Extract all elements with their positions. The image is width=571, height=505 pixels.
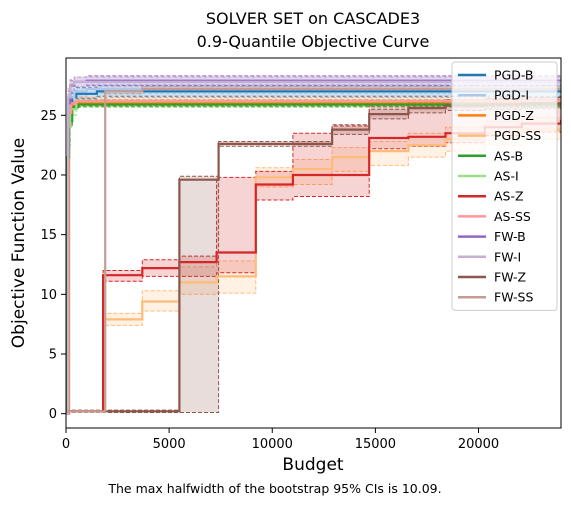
y-tick-label: 5 [49, 348, 57, 363]
y-axis: 0 5 10 15 20 25 [40, 109, 66, 422]
legend-label-pgd-b: PGD-B [494, 68, 534, 83]
footnote: The max halfwidth of the bootstrap 95% C… [107, 481, 441, 496]
legend-box [451, 61, 558, 311]
legend-label-fw-ss: FW-SS [494, 290, 533, 305]
y-tick-label: 20 [40, 168, 57, 183]
legend: PGD-B PGD-I PGD-Z PGD-SS AS-B AS-I AS-Z AS-SS FW… [451, 61, 558, 311]
series-line-fw-ss [66, 87, 561, 413]
x-tick-label: 0 [62, 437, 70, 452]
x-axis-label: Budget [282, 455, 343, 475]
ci-lower-as-z [66, 128, 561, 413]
chart-title: SOLVER SET on CASCADE3 [206, 9, 420, 28]
series-lines [66, 79, 561, 415]
ci-lower-as-b [66, 105, 561, 415]
chart-subtitle: 0.9-Quantile Objective Curve [197, 32, 430, 51]
y-tick-label: 15 [40, 228, 57, 243]
x-tick-label: 10000 [252, 437, 293, 452]
legend-label-pgd-i: PGD-I [494, 88, 529, 103]
x-tick-label: 20000 [458, 437, 499, 452]
series-line-fw-i [66, 80, 561, 415]
plot-frame [65, 57, 562, 429]
ci-upper-pgd-ss [66, 117, 561, 411]
x-axis: 0 5000 10000 15000 20000 [62, 428, 499, 452]
legend-label-as-i: AS-I [494, 169, 519, 184]
ci-lower-fw-ss [66, 90, 561, 413]
y-tick-label: 25 [40, 109, 57, 124]
legend-label-fw-z: FW-Z [494, 270, 526, 285]
y-tick-label: 0 [49, 407, 57, 422]
legend-label-pgd-z: PGD-Z [494, 108, 534, 123]
legend-label-pgd-ss: PGD-SS [494, 128, 541, 143]
legend-label-as-z: AS-Z [494, 189, 524, 204]
ci-band-pgd-ss [66, 117, 561, 413]
legend-label-as-ss: AS-SS [494, 209, 531, 224]
x-tick-label: 5000 [153, 437, 186, 452]
y-axis-label: Objective Function Value [9, 138, 29, 348]
legend-label-as-b: AS-B [494, 148, 523, 163]
legend-label-fw-b: FW-B [494, 229, 526, 244]
x-tick-label: 15000 [355, 437, 396, 452]
legend-label-fw-i: FW-I [494, 249, 521, 264]
y-tick-label: 10 [40, 288, 57, 303]
ci-band-fw-z [66, 97, 561, 413]
